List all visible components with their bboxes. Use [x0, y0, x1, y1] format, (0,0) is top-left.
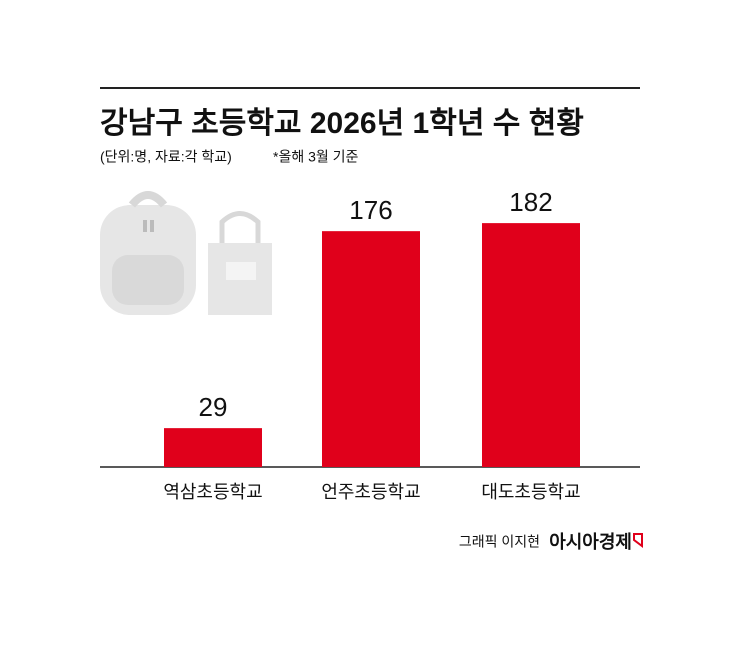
value-label: 182	[509, 187, 552, 217]
source: 아시아경제	[549, 532, 632, 552]
illustration	[100, 191, 272, 315]
bar	[482, 223, 580, 467]
value-label: 176	[349, 195, 392, 225]
x-tick-label: 역삼초등학교	[163, 482, 262, 502]
chart-title: 강남구 초등학교 2026년 1학년 수 현황	[100, 107, 584, 140]
logo-mark	[633, 533, 643, 548]
value-label: 29	[199, 392, 228, 422]
chart-subtitle: (단위:명, 자료:각 학교)	[100, 149, 232, 165]
x-tick-label: 언주초등학교	[321, 482, 420, 502]
bar	[322, 231, 420, 467]
x-tick-label: 대도초등학교	[481, 482, 580, 502]
bar	[164, 428, 262, 467]
chart-note: *올해 3월 기준	[273, 149, 359, 165]
credit: 그래픽 이지현	[459, 534, 540, 550]
